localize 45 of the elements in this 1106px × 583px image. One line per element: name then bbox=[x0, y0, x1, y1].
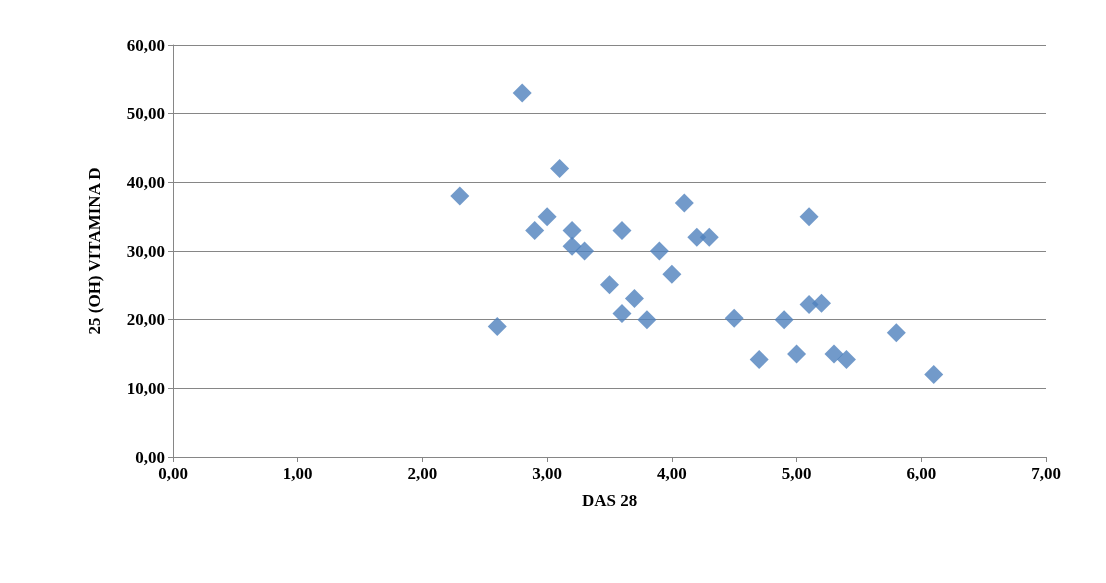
y-axis-title: 25 (OH) VITAMINA D bbox=[85, 167, 104, 335]
point bbox=[799, 207, 819, 227]
point bbox=[649, 241, 669, 261]
point bbox=[674, 193, 694, 213]
point bbox=[724, 308, 744, 328]
x-tick-label: 1,00 bbox=[282, 464, 313, 483]
point bbox=[637, 310, 657, 330]
point bbox=[812, 293, 832, 313]
x-axis-title: DAS 28 bbox=[581, 491, 638, 510]
point bbox=[886, 323, 906, 343]
point bbox=[525, 220, 545, 240]
point bbox=[612, 303, 632, 323]
point bbox=[512, 83, 532, 103]
y-tick-label: 20,00 bbox=[126, 310, 165, 330]
y-tick-label: 50,00 bbox=[126, 104, 165, 124]
point bbox=[836, 349, 856, 369]
x-tick-label: 3,00 bbox=[532, 464, 563, 483]
point bbox=[749, 349, 769, 369]
point bbox=[537, 207, 557, 227]
point bbox=[624, 288, 644, 308]
y-tick-label: 40,00 bbox=[126, 172, 165, 192]
y-tick-label: 10,00 bbox=[126, 378, 165, 398]
x-tick-label: 4,00 bbox=[656, 464, 687, 483]
y-tick-label: 0,00 bbox=[135, 447, 165, 467]
point bbox=[487, 317, 507, 337]
y-tick-label: 60,00 bbox=[126, 35, 165, 55]
point bbox=[562, 236, 582, 256]
point bbox=[550, 159, 570, 179]
point bbox=[787, 344, 807, 364]
point bbox=[612, 220, 632, 240]
y-tick-label: 30,00 bbox=[126, 241, 165, 261]
x-tick-label: 6,00 bbox=[906, 464, 937, 483]
x-tick-label: 0,00 bbox=[158, 464, 188, 483]
x-tick-label: 2,00 bbox=[407, 464, 438, 483]
point bbox=[924, 365, 944, 385]
point bbox=[699, 227, 719, 247]
point bbox=[562, 220, 582, 240]
point bbox=[774, 310, 794, 330]
point bbox=[450, 186, 470, 206]
point bbox=[575, 241, 595, 261]
x-tick-label: 7,00 bbox=[1031, 464, 1061, 483]
point bbox=[600, 275, 619, 295]
point bbox=[662, 264, 682, 284]
x-tick-label: 5,00 bbox=[781, 464, 812, 483]
point bbox=[824, 344, 844, 364]
